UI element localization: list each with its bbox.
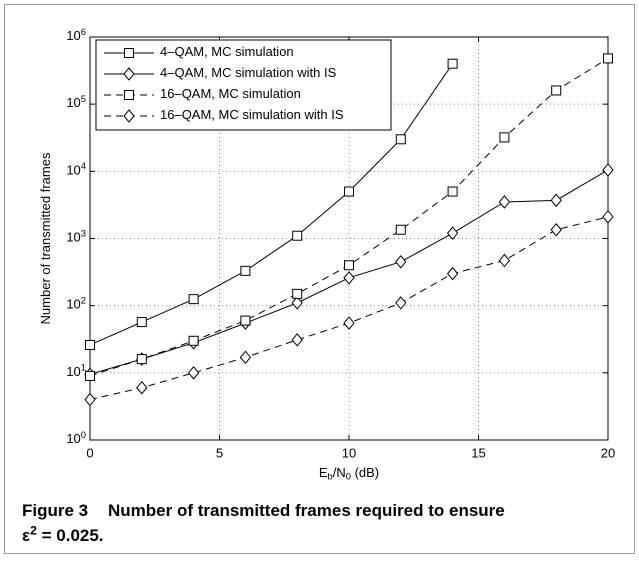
marker <box>136 354 147 365</box>
series-line <box>89 63 454 346</box>
marker <box>395 224 406 235</box>
marker <box>136 317 147 328</box>
x-axis-label: Eb​/N0​ (dB) <box>319 465 379 481</box>
marker <box>602 163 614 177</box>
marker <box>85 370 95 381</box>
marker <box>395 255 407 269</box>
caption-text-line2: ε2​ = 0.025. <box>22 524 104 546</box>
marker <box>85 339 95 350</box>
plot-frame <box>89 36 609 441</box>
legend-label: 4–QAM, MC simulation with IS <box>160 65 337 80</box>
caption-text: Number of transmitted frames required to… <box>108 501 505 520</box>
marker <box>602 210 614 224</box>
x-tick-label: 20 <box>601 445 615 460</box>
y-tick-label: 106​ <box>66 27 86 43</box>
marker <box>343 271 355 285</box>
y-tick-label: 102​ <box>66 296 86 312</box>
marker <box>240 315 251 326</box>
legend-marker <box>123 109 135 123</box>
caption: Figure 3 <box>22 501 88 520</box>
marker <box>188 335 199 346</box>
marker <box>344 260 354 271</box>
marker <box>136 380 148 395</box>
legend-marker <box>124 48 134 58</box>
marker <box>292 288 303 299</box>
marker <box>239 350 252 365</box>
marker <box>446 266 459 281</box>
y-tick-label: 103​ <box>66 229 86 245</box>
legend-box <box>95 39 392 131</box>
figure-border <box>4 4 635 554</box>
series-line <box>89 216 609 401</box>
marker <box>395 134 406 145</box>
x-tick-label: 10 <box>342 445 356 460</box>
marker <box>395 296 407 310</box>
legend-marker <box>124 90 134 100</box>
y-axis-label: Number of transmitted frames <box>38 152 53 324</box>
legend-label: 4–QAM, MC simulation <box>160 44 294 59</box>
y-tick-label: 100​ <box>66 430 86 446</box>
marker <box>499 132 510 143</box>
marker <box>291 333 303 347</box>
legend-marker <box>123 67 135 81</box>
marker <box>84 392 96 407</box>
marker <box>551 85 562 96</box>
marker <box>446 226 459 240</box>
y-tick-label: 101​ <box>66 363 86 379</box>
legend-label: 16–QAM, MC simulation with IS <box>160 107 344 122</box>
marker <box>447 186 458 197</box>
x-tick-label: 15 <box>471 445 485 460</box>
x-tick-label: 0 <box>86 445 93 460</box>
marker <box>187 366 200 380</box>
y-tick-label: 105​ <box>66 94 86 110</box>
marker <box>550 222 562 237</box>
marker <box>188 294 199 305</box>
legend-label: 16–QAM, MC simulation <box>160 86 301 101</box>
marker <box>603 53 613 64</box>
marker <box>240 265 251 276</box>
marker <box>550 193 562 208</box>
marker <box>498 195 511 209</box>
x-tick-label: 5 <box>216 445 223 460</box>
caption-label: Figure 3 <box>22 501 88 520</box>
marker <box>344 186 354 197</box>
y-tick-label: 104​ <box>66 162 86 178</box>
marker <box>447 58 458 69</box>
marker <box>498 253 511 268</box>
marker <box>292 230 303 241</box>
marker <box>343 316 355 330</box>
marker <box>291 296 303 310</box>
